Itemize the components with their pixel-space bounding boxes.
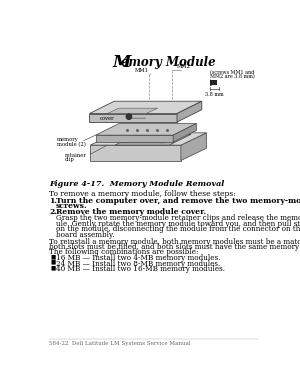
- Text: emory Module: emory Module: [121, 56, 216, 69]
- Polygon shape: [89, 101, 202, 114]
- Text: (screws MM1 and: (screws MM1 and: [210, 70, 254, 75]
- Text: ■: ■: [51, 260, 56, 265]
- Polygon shape: [90, 145, 181, 161]
- Text: 24 MB — Install two 8-MB memory modules.: 24 MB — Install two 8-MB memory modules.: [56, 260, 220, 268]
- Text: To reinstall a memory module, both memory modules must be a matched pair,: To reinstall a memory module, both memor…: [49, 237, 300, 246]
- Text: To remove a memory module, follow these steps:: To remove a memory module, follow these …: [49, 190, 236, 198]
- Polygon shape: [90, 133, 206, 145]
- Text: 2.: 2.: [49, 208, 57, 216]
- Text: ■: ■: [51, 265, 56, 270]
- Text: ■: ■: [51, 255, 56, 260]
- Polygon shape: [173, 123, 196, 142]
- Text: screws.: screws.: [56, 202, 88, 210]
- Polygon shape: [89, 114, 177, 122]
- Text: M: M: [113, 54, 131, 71]
- Text: Turn the computer over, and remove the two memory-module cover: Turn the computer over, and remove the t…: [56, 197, 300, 205]
- Polygon shape: [121, 133, 183, 143]
- Text: board assembly.: board assembly.: [56, 230, 115, 239]
- Polygon shape: [96, 123, 196, 135]
- Text: 16 MB — Install two 4-MB memory modules.: 16 MB — Install two 4-MB memory modules.: [56, 255, 220, 262]
- Text: 584-22  Dell Latitude LM Systems Service Manual: 584-22 Dell Latitude LM Systems Service …: [49, 341, 191, 346]
- Text: The following combinations are possible:: The following combinations are possible:: [49, 248, 199, 256]
- Polygon shape: [107, 108, 158, 114]
- Text: 3.8 mm: 3.8 mm: [205, 92, 224, 97]
- Text: 1.: 1.: [49, 197, 57, 205]
- Text: Figure 4-17.  Memory Module Removal: Figure 4-17. Memory Module Removal: [49, 180, 224, 188]
- Text: on the module, disconnecting the module from the connector on the main: on the module, disconnecting the module …: [56, 225, 300, 233]
- Text: MM1: MM1: [135, 68, 149, 73]
- Text: retainer: retainer: [64, 153, 86, 158]
- Bar: [210, 80, 217, 85]
- Text: Grasp the two memory-module retainer clips and release the memory mod-: Grasp the two memory-module retainer cli…: [56, 215, 300, 222]
- Text: memory: memory: [57, 137, 79, 142]
- Text: clip: clip: [64, 158, 74, 163]
- Text: MM2: MM2: [177, 64, 191, 69]
- Polygon shape: [177, 101, 202, 122]
- Polygon shape: [96, 135, 173, 142]
- Text: module (2): module (2): [57, 142, 86, 147]
- Text: Remove the memory module cover.: Remove the memory module cover.: [56, 208, 206, 216]
- Polygon shape: [181, 133, 206, 161]
- Circle shape: [126, 114, 132, 120]
- Text: both slots must be filled, and both slots must have the same memory capacity.: both slots must be filled, and both slot…: [49, 243, 300, 251]
- Text: ule. Gently rotate the memory module toward you, and then pull straight up: ule. Gently rotate the memory module tow…: [56, 220, 300, 228]
- Text: cover: cover: [100, 116, 114, 121]
- Polygon shape: [115, 134, 191, 145]
- Text: MM2 are 3.8 mm): MM2 are 3.8 mm): [210, 74, 254, 80]
- Text: 40 MB — Install two 16-MB memory modules.: 40 MB — Install two 16-MB memory modules…: [56, 265, 225, 273]
